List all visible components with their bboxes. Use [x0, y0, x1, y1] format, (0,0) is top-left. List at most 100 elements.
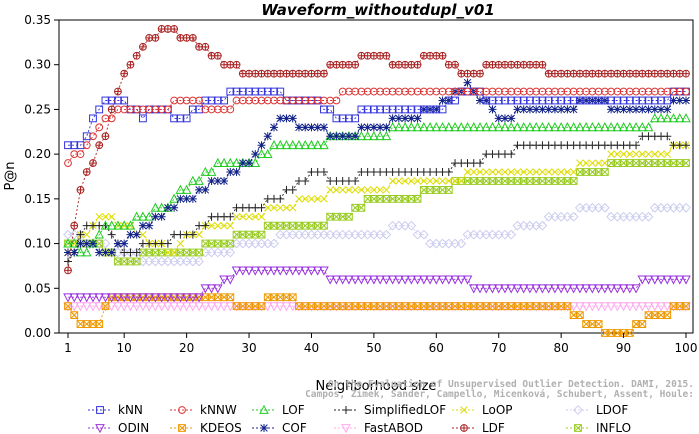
data-point — [257, 69, 266, 78]
data-point — [195, 248, 203, 257]
data-point — [276, 114, 285, 123]
data-point — [388, 87, 397, 96]
data-point — [451, 177, 459, 185]
legend-label: LDOF — [596, 403, 628, 417]
data-point — [600, 122, 610, 132]
series-ldof — [63, 202, 691, 267]
data-point — [263, 96, 272, 105]
data-point — [563, 105, 572, 114]
data-point — [106, 302, 117, 312]
data-point — [407, 177, 416, 185]
data-point — [257, 203, 266, 212]
data-point — [500, 284, 510, 294]
data-point — [81, 247, 92, 257]
data-point — [401, 177, 409, 185]
data-point — [269, 139, 279, 150]
data-point — [418, 275, 429, 285]
data-point — [256, 148, 267, 159]
data-point — [212, 284, 223, 294]
data-point — [537, 284, 548, 294]
data-point — [212, 157, 223, 167]
data-point — [344, 132, 353, 141]
data-point — [201, 185, 210, 194]
data-point — [320, 96, 328, 105]
data-point — [63, 238, 73, 248]
data-point — [650, 105, 659, 114]
legend-marker — [95, 424, 105, 434]
data-point — [170, 96, 179, 105]
data-point — [437, 275, 448, 285]
data-point — [195, 105, 203, 114]
data-point — [276, 194, 285, 203]
data-point — [163, 25, 172, 33]
data-point — [569, 96, 578, 105]
data-point — [606, 302, 616, 312]
data-point — [101, 132, 110, 141]
data-point — [619, 87, 628, 96]
data-point — [331, 275, 342, 285]
data-point — [462, 122, 473, 132]
legend-label: LoOP — [482, 403, 513, 417]
data-point — [126, 60, 135, 69]
legend-label: kNN — [118, 403, 143, 417]
data-point — [531, 122, 542, 132]
data-point — [345, 212, 353, 221]
data-point — [644, 87, 653, 96]
data-point — [338, 186, 347, 194]
data-point — [351, 114, 360, 123]
data-point — [312, 266, 323, 276]
data-point — [662, 275, 673, 285]
data-point — [363, 105, 372, 114]
data-point — [674, 113, 685, 123]
data-point — [301, 195, 309, 203]
x-tick-label: 1 — [64, 341, 72, 355]
data-point — [251, 69, 260, 78]
data-point — [568, 302, 579, 312]
data-point — [463, 168, 472, 176]
data-point — [519, 60, 528, 69]
data-point — [351, 176, 360, 185]
data-point — [257, 87, 266, 96]
data-point — [275, 139, 286, 150]
series-odin — [63, 266, 691, 303]
data-point — [156, 202, 167, 212]
data-point — [257, 230, 266, 239]
data-point — [457, 177, 466, 185]
data-point — [575, 302, 585, 312]
legend-item-fastabod: FastABOD — [334, 421, 423, 434]
data-point — [500, 122, 510, 132]
data-point — [207, 105, 216, 114]
data-point — [649, 275, 660, 285]
data-point — [481, 284, 492, 294]
x-tick-label: 60 — [429, 341, 444, 355]
data-point — [387, 122, 398, 132]
data-point — [600, 284, 610, 294]
data-point — [563, 168, 572, 176]
data-point — [119, 302, 130, 312]
data-point — [169, 193, 179, 203]
data-point — [644, 69, 653, 78]
data-point — [532, 87, 541, 96]
data-point — [262, 148, 273, 159]
data-point — [132, 257, 141, 266]
data-point — [681, 202, 691, 213]
legend-label: LOF — [282, 403, 305, 417]
series-kdeos — [64, 293, 690, 337]
data-point — [550, 122, 560, 132]
data-point — [294, 266, 304, 276]
data-point — [476, 87, 484, 96]
data-point — [226, 239, 235, 248]
data-point — [269, 266, 279, 276]
legend-item-knnw: kNNW — [170, 403, 237, 417]
x-tick-label: 90 — [616, 341, 631, 355]
data-point — [638, 320, 647, 328]
data-point — [101, 96, 110, 105]
data-point — [569, 177, 578, 185]
data-point — [475, 284, 485, 294]
data-point — [388, 177, 397, 185]
data-point — [451, 87, 459, 96]
data-point — [81, 302, 92, 312]
legend-item-odin: ODIN — [88, 421, 149, 434]
data-point — [201, 96, 210, 105]
x-tick-label: 40 — [304, 341, 319, 355]
